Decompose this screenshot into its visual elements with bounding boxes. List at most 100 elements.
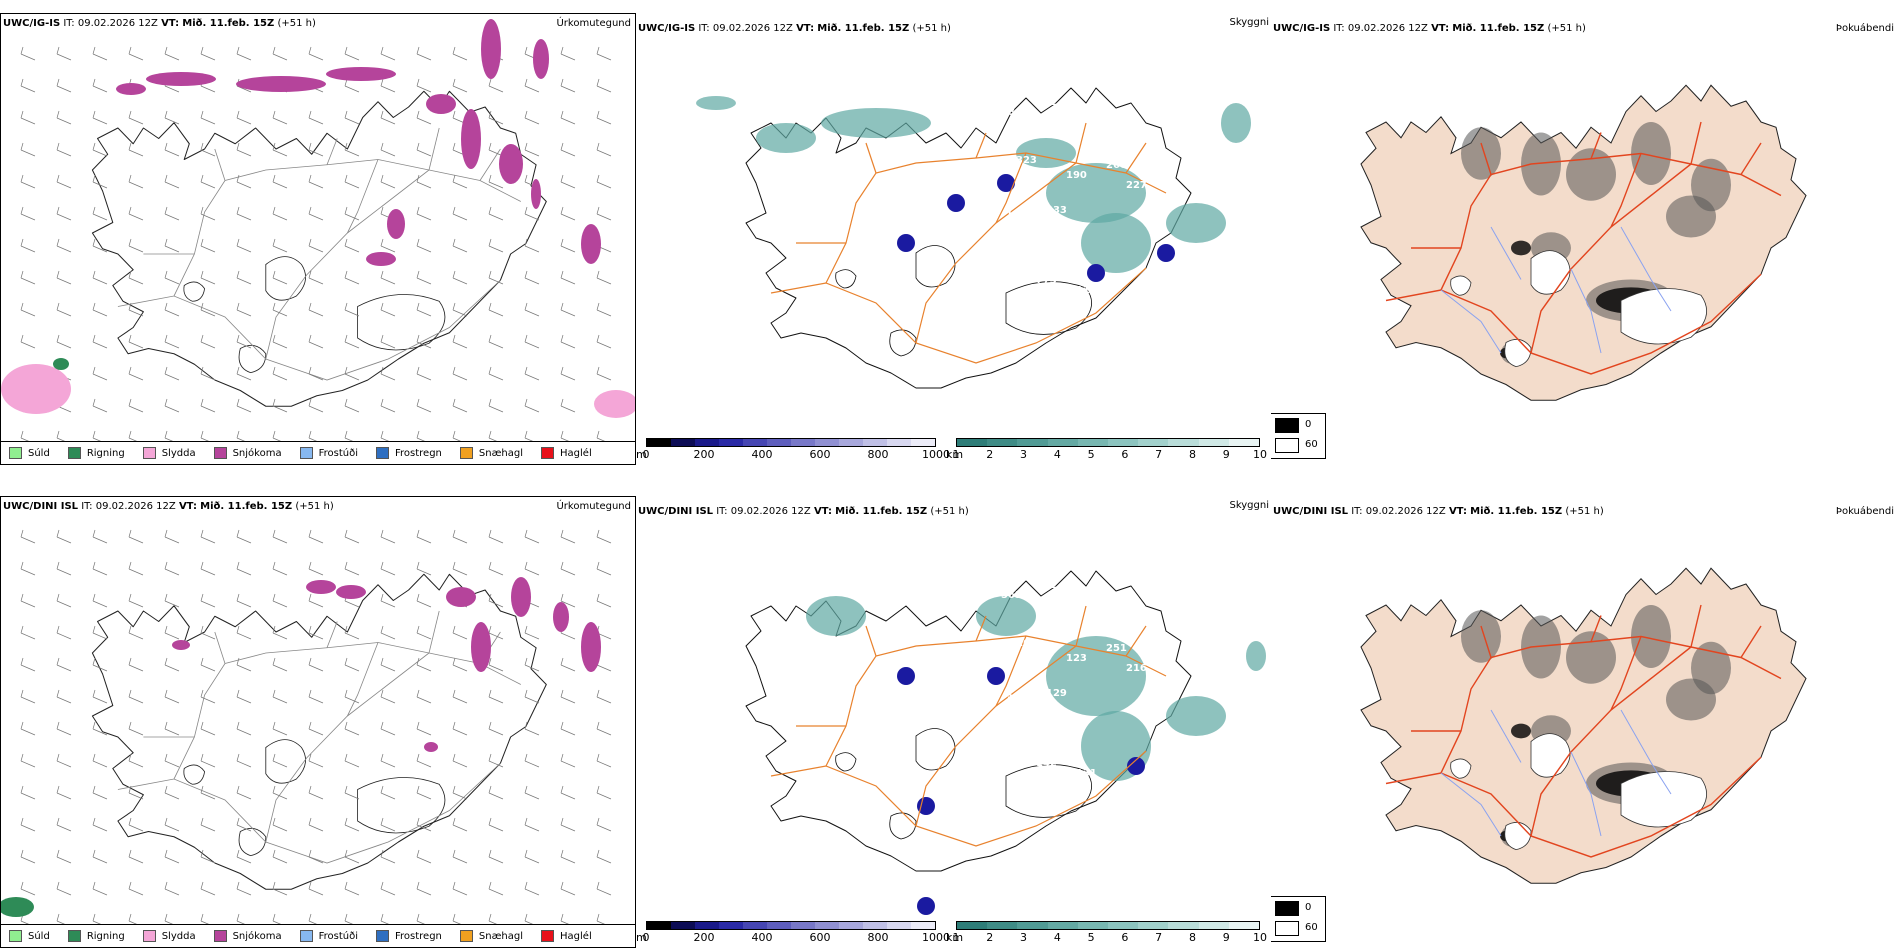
rain-area <box>1 897 34 917</box>
colorbar-segment <box>957 439 988 446</box>
wind-barb <box>164 696 180 704</box>
wind-barb-flag <box>524 302 528 311</box>
legend-swatch <box>142 447 156 459</box>
cloud-base-label: 150 <box>926 250 947 261</box>
fog-scale-bottom-label: 60 <box>1305 439 1318 450</box>
wind-barb <box>92 341 108 349</box>
colorbar-swatches <box>646 438 936 447</box>
colorbar-tick-label: 3 <box>1020 448 1028 461</box>
wind-barb <box>344 85 360 93</box>
wind-barb <box>164 405 180 413</box>
wind-barb <box>524 85 540 93</box>
wind-barb <box>164 824 180 832</box>
wind-barb-flag <box>92 302 96 311</box>
legend-item: Súld <box>9 930 50 942</box>
wind-barb-flag <box>416 334 420 343</box>
wind-barb-flag <box>488 302 492 311</box>
vt-value: Mið. 11.feb. 15Z <box>1452 23 1545 34</box>
wind-barb-flag <box>20 302 24 311</box>
vt-value: Mið. 11.feb. 15Z <box>1470 506 1563 517</box>
wind-barb-flag <box>128 849 132 858</box>
wind-barb-flag <box>92 657 96 666</box>
wind-barb <box>344 696 360 704</box>
wind-barb-flag <box>92 817 96 826</box>
wind-barb <box>452 536 468 544</box>
wind-barb <box>560 856 576 864</box>
wind-barb-flag <box>92 561 96 570</box>
wind-barb <box>200 760 216 768</box>
wind-barb <box>164 85 180 93</box>
wind-barb-flag <box>560 334 564 343</box>
road-line <box>173 159 521 297</box>
legend-label: Rigning <box>86 930 125 942</box>
wind-barb-flag <box>380 398 384 407</box>
wind-barb-flag <box>380 785 384 794</box>
cloud-base-label: 433 <box>1046 205 1067 216</box>
river-line <box>1570 268 1602 354</box>
wind-barb <box>344 536 360 544</box>
glacier-outline <box>1005 281 1093 335</box>
colorbar-tick-label: 10 <box>1253 931 1267 944</box>
wind-barb-flag <box>20 721 24 730</box>
wind-barb <box>56 600 72 608</box>
wind-barb <box>128 149 144 157</box>
lead-time: (+51 h) <box>1547 23 1586 34</box>
wind-barb-flag <box>596 334 600 343</box>
wind-barb-flag <box>560 785 564 794</box>
wind-barb-flag <box>488 817 492 826</box>
fog-area <box>1666 678 1716 721</box>
wind-barb <box>272 213 288 221</box>
legend-item: Snjókoma <box>213 930 282 942</box>
wind-barb-flag <box>92 529 96 538</box>
wind-barb-flag <box>272 142 276 151</box>
wind-barb <box>20 824 36 832</box>
wind-barb <box>236 117 252 125</box>
wind-barb <box>488 728 504 736</box>
wind-barb-flag <box>200 689 204 698</box>
road-line <box>1740 625 1762 658</box>
cloud-base-label: 72 <box>981 175 995 186</box>
wind-barb-flag <box>596 817 600 826</box>
wind-barb-flag <box>452 785 456 794</box>
wind-barb <box>128 856 144 864</box>
cloud-base-label: 339 <box>956 100 977 111</box>
wind-barb-flag <box>20 529 24 538</box>
road-line <box>347 642 379 717</box>
wind-barb <box>344 728 360 736</box>
wind-barb-flag <box>200 334 204 343</box>
colorbar-unit: km <box>946 931 964 944</box>
wind-barb <box>416 373 432 381</box>
wind-barb-flag <box>128 398 132 407</box>
wind-barb <box>20 728 36 736</box>
wind-barb <box>164 245 180 253</box>
glacier-outline <box>238 827 267 857</box>
snow-area <box>424 742 438 752</box>
road-line <box>214 631 226 664</box>
wind-barb-flag <box>92 270 96 279</box>
wind-barb-flag <box>344 753 348 762</box>
wind-barb <box>560 536 576 544</box>
wind-barb-flag <box>488 78 492 87</box>
wind-barb-flag <box>452 753 456 762</box>
legend-item: Frostregn <box>376 930 442 942</box>
wind-barb-flag <box>524 657 528 666</box>
wind-barb <box>272 53 288 61</box>
road-line <box>347 159 379 234</box>
island-land <box>1360 84 1807 401</box>
wind-barb <box>164 309 180 317</box>
colorbar-segment <box>1228 439 1260 446</box>
lead-time: (+51 h) <box>930 506 969 517</box>
colorbar-segment <box>743 922 767 929</box>
wind-barb-flag <box>452 430 456 439</box>
wind-barb <box>416 632 432 640</box>
wind-barb-flag <box>380 561 384 570</box>
wind-barb-flag <box>308 721 312 730</box>
wind-barb <box>200 632 216 640</box>
wind-barb <box>236 792 252 800</box>
colorbar-tick-label: 3 <box>1020 931 1028 944</box>
wind-barb-flag <box>452 334 456 343</box>
wind-barb <box>596 728 612 736</box>
low-visibility-area <box>696 96 736 110</box>
wind-barb-flag <box>452 561 456 570</box>
wind-barb-flag <box>380 817 384 826</box>
